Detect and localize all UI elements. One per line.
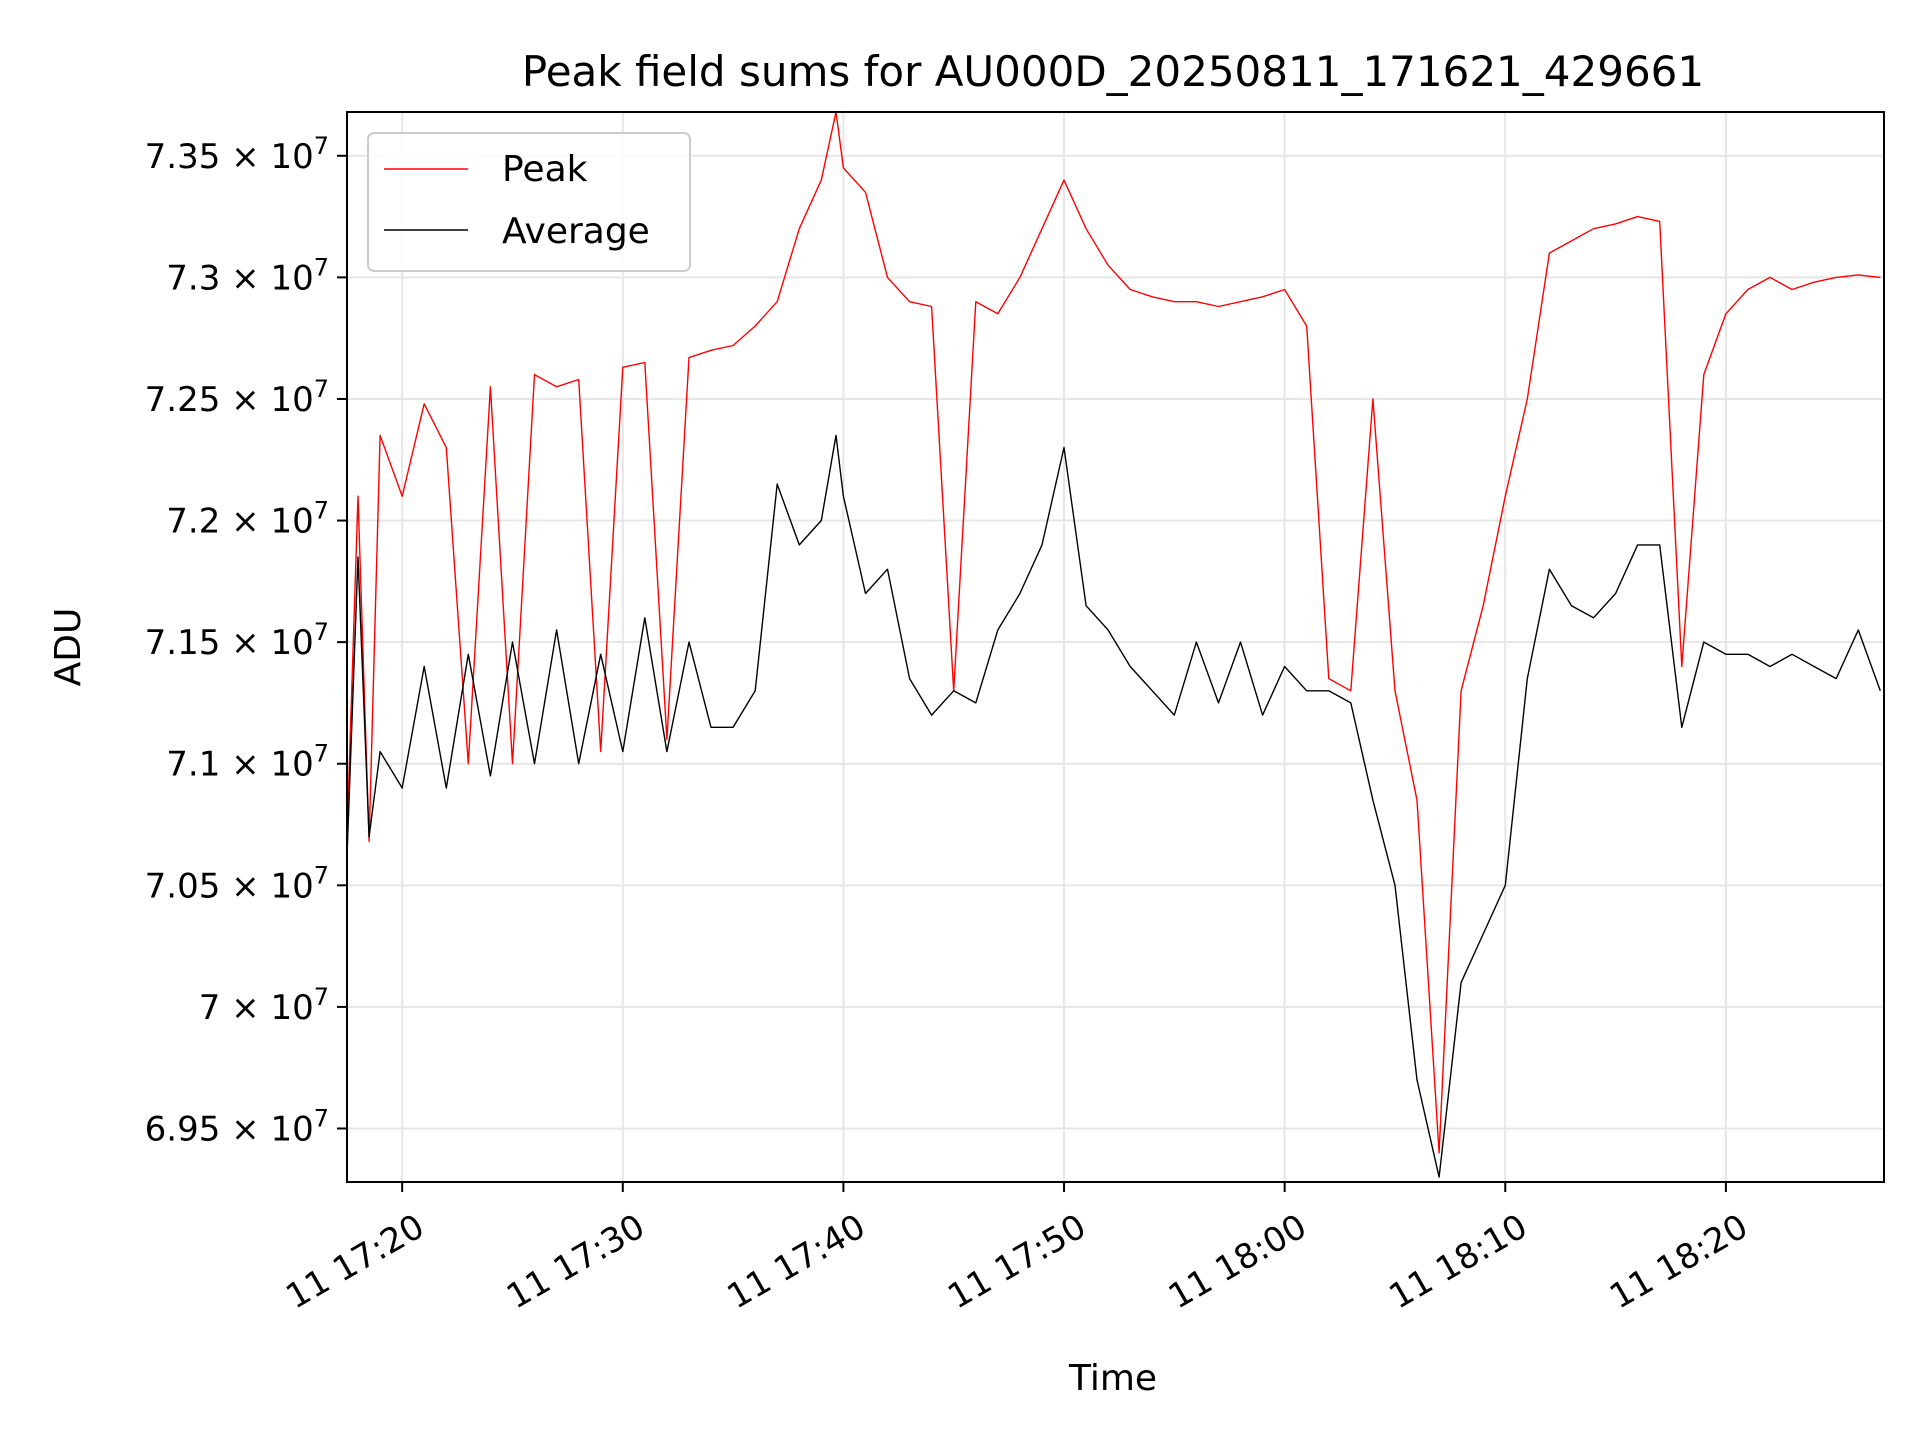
x-tick-label: 11 18:10 <box>1382 1207 1534 1318</box>
y-axis-label: ADU <box>48 608 89 687</box>
x-tick-label: 11 17:40 <box>721 1207 873 1318</box>
y-axis-ticks: 6.95 × 107 7 × 107 7.05 × 107 7.1 × 107 7.15… <box>145 132 347 1150</box>
legend-label-average: Average <box>502 211 650 252</box>
legend: Peak Average <box>367 132 691 272</box>
legend-box <box>367 132 691 272</box>
grid-lines <box>347 112 1884 1182</box>
y-tick-label: 7.2 × 107 <box>166 497 329 542</box>
x-axis-ticks: 11 17:20 11 17:30 11 17:40 11 17:50 11 18:00… <box>279 1182 1755 1318</box>
x-tick-label: 11 17:20 <box>279 1207 431 1318</box>
y-tick-label: 7.15 × 107 <box>145 618 329 663</box>
plot-frame <box>346 111 1885 1183</box>
x-tick-label: 11 17:30 <box>500 1207 652 1318</box>
x-axis-label: Time <box>1068 1358 1157 1399</box>
y-tick-label: 7.05 × 107 <box>145 861 329 906</box>
series-layer <box>346 111 1881 1178</box>
x-tick-label: 11 18:00 <box>1162 1207 1314 1318</box>
legend-label-peak: Peak <box>502 149 588 190</box>
y-tick-label: 7.25 × 107 <box>145 375 329 420</box>
y-tick-label: 6.95 × 107 <box>145 1105 329 1150</box>
y-tick-label: 7 × 107 <box>199 983 329 1028</box>
x-tick-label: 11 18:20 <box>1603 1207 1755 1318</box>
series-line-average <box>346 434 1881 1178</box>
y-tick-label: 7.35 × 107 <box>145 132 329 177</box>
x-tick-label: 11 17:50 <box>941 1207 1093 1318</box>
y-tick-label: 7.1 × 107 <box>166 740 329 785</box>
y-tick-label: 7.3 × 107 <box>166 253 329 298</box>
chart-title: Peak field sums for AU000D_20250811_1716… <box>522 47 1704 96</box>
series-line-peak <box>346 111 1881 1154</box>
